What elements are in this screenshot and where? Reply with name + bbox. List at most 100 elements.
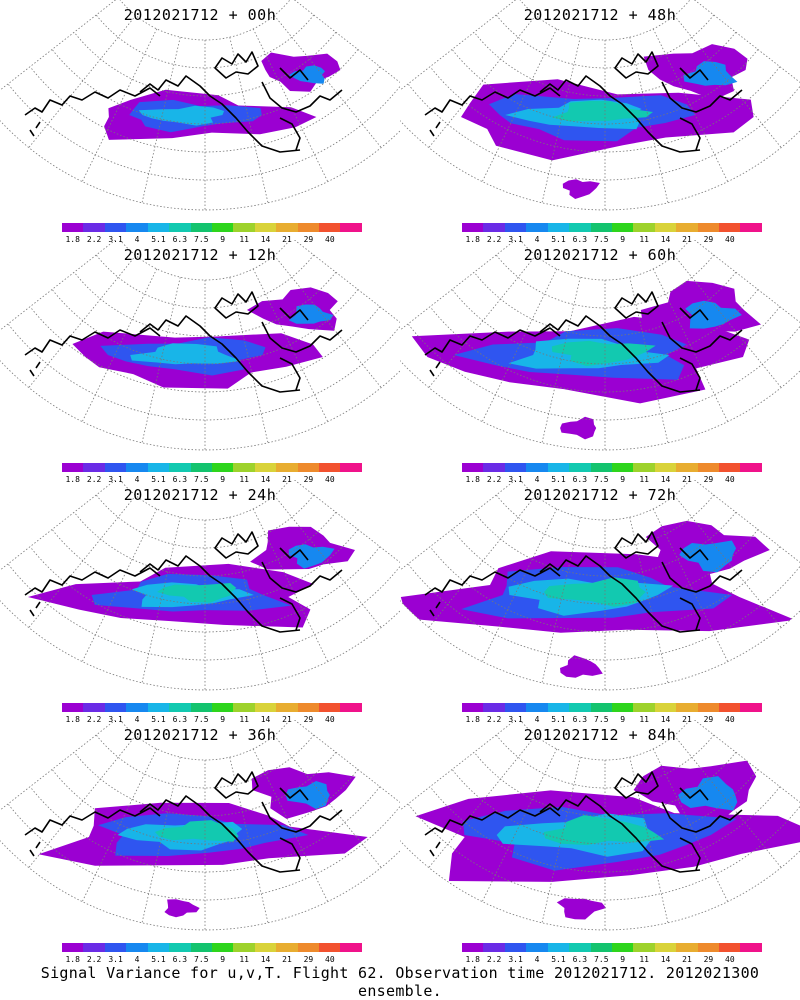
colorbar-tick-label: 9 xyxy=(620,715,626,724)
colorbar-ticks: 1.8 2.2 3.1 4 5.1 6.3 7.5 9 11 14 21 29 40 xyxy=(52,715,372,725)
coastline-kamchatka xyxy=(429,361,441,377)
colorbar-swatch xyxy=(462,463,484,472)
colorbar-swatch xyxy=(340,703,362,712)
latitude-line xyxy=(451,289,759,365)
colorbar-swatch xyxy=(547,943,570,952)
colorbar-tick-label: 4 xyxy=(134,235,140,244)
coastline-hudson xyxy=(261,801,343,833)
forecast-panel: 2012021712 + 00h 1.8 2.2 3.1 4 5.1 6.3 7.5 9 11 14… xyxy=(0,0,400,244)
latitude-line xyxy=(7,563,400,661)
coastline-hudson xyxy=(661,561,743,593)
longitude-line xyxy=(481,508,558,662)
longitude-line xyxy=(28,255,137,388)
coastline-lakes xyxy=(679,837,701,871)
latitude-line xyxy=(429,786,781,873)
coastline-siberia xyxy=(24,87,161,116)
colorbar-tick-label: 2.2 xyxy=(486,715,502,724)
colorbar-swatch xyxy=(611,943,634,952)
colorbar-ticks: 1.8 2.2 3.1 4 5.1 6.3 7.5 9 11 14 21 29 40 xyxy=(452,955,772,965)
latitude-line xyxy=(73,31,337,97)
variance-field xyxy=(411,280,761,440)
colorbar-tick-label: 29 xyxy=(303,475,314,484)
latitude-line xyxy=(451,529,759,605)
colorbar-swatch xyxy=(633,703,655,712)
colorbar-tick-label: 5.1 xyxy=(551,235,566,244)
colorbar-swatch xyxy=(740,223,762,232)
longitude-line xyxy=(0,480,117,571)
colorbar-swatch xyxy=(590,223,612,232)
panel-title: 2012021712 + 24h xyxy=(123,486,277,504)
coastline-archipelago xyxy=(614,51,659,79)
colorbar-swatch xyxy=(526,463,548,472)
colorbar-swatch xyxy=(169,463,191,472)
coastline-alaska xyxy=(139,555,301,633)
longitude-line xyxy=(629,37,669,203)
forecast-panel: 2012021712 + 60h 1.8 2.2 3.1 4 5.1 6.3 7.5 9 11 14… xyxy=(400,240,800,484)
variance-field xyxy=(415,760,800,920)
colorbar-tick-label: 7.5 xyxy=(594,715,609,724)
colorbar-tick-label: 4 xyxy=(534,235,540,244)
colorbar-swatch xyxy=(633,223,655,232)
colorbar-tick-label: 5.1 xyxy=(551,955,566,964)
latitude-line xyxy=(407,803,800,901)
panel-title: 2012021712 + 00h xyxy=(123,6,277,24)
latitude-line xyxy=(429,546,781,633)
longitude-line xyxy=(141,517,181,683)
colorbar xyxy=(462,463,762,472)
colorbar-swatch xyxy=(547,703,570,712)
coastline-hudson xyxy=(661,81,743,113)
colorbar xyxy=(62,703,362,712)
graticule xyxy=(400,0,800,211)
variance-region-peak xyxy=(544,577,646,607)
coastline-greenland xyxy=(279,787,309,801)
forecast-panel: 2012021712 + 36h 1.8 2.2 3.1 4 5.1 6.3 7.5 9 11 14… xyxy=(0,720,400,964)
latitude-line xyxy=(495,14,715,69)
colorbar-swatch xyxy=(340,223,362,232)
latitude-line xyxy=(473,31,737,97)
coastline-greenland xyxy=(679,67,709,81)
colorbar-ticks: 1.8 2.2 3.1 4 5.1 6.3 7.5 9 11 14 21 29 40 xyxy=(52,955,372,965)
colorbar-swatch xyxy=(104,703,127,712)
colorbar xyxy=(62,463,362,472)
coastline-kamchatka xyxy=(29,121,41,137)
colorbar-tick-label: 1.8 xyxy=(65,955,80,964)
colorbar-tick-label: 29 xyxy=(303,235,314,244)
colorbar-tick-label: 4 xyxy=(534,955,540,964)
colorbar-tick-label: 2.2 xyxy=(486,955,502,964)
colorbar-tick-label: 5.1 xyxy=(551,475,566,484)
coastline-greenland xyxy=(679,547,709,561)
colorbar-ticks: 1.8 2.2 3.1 4 5.1 6.3 7.5 9 11 14 21 29 40 xyxy=(52,235,372,245)
colorbar-tick-label: 11 xyxy=(239,475,249,484)
coastline-siberia xyxy=(24,327,161,356)
variance-region-peak xyxy=(154,820,239,842)
latitude-line xyxy=(519,480,691,521)
colorbar-tick-label: 2.2 xyxy=(486,475,502,484)
colorbar-swatch xyxy=(190,463,212,472)
variance-region-high xyxy=(138,105,225,126)
longitude-line xyxy=(273,15,382,148)
colorbar-swatch xyxy=(590,703,612,712)
longitude-line xyxy=(273,735,382,868)
latitude-line xyxy=(119,240,291,281)
longitude-line xyxy=(652,508,729,662)
polar-map xyxy=(400,0,800,211)
colorbar-tick-label: 11 xyxy=(639,235,649,244)
coastline-archipelago xyxy=(214,51,259,79)
colorbar xyxy=(62,943,362,952)
latitude-line xyxy=(95,494,315,549)
polar-map xyxy=(0,0,400,211)
colorbar-tick-label: 3.1 xyxy=(108,235,123,244)
latitude-line xyxy=(51,49,359,125)
colorbar-swatch xyxy=(483,223,505,232)
coastline-siberia xyxy=(424,807,561,836)
colorbar-tick-label: 14 xyxy=(660,955,671,964)
coastlines xyxy=(424,51,743,153)
colorbar-swatch xyxy=(211,703,234,712)
longitude-line xyxy=(0,240,117,331)
latitude-line xyxy=(519,720,691,761)
colorbar-tick-label: 4 xyxy=(134,955,140,964)
latitude-line xyxy=(29,66,381,153)
longitude-line xyxy=(428,15,537,148)
colorbar-tick-label: 3.1 xyxy=(108,715,123,724)
coastline-archipelago xyxy=(614,291,659,319)
